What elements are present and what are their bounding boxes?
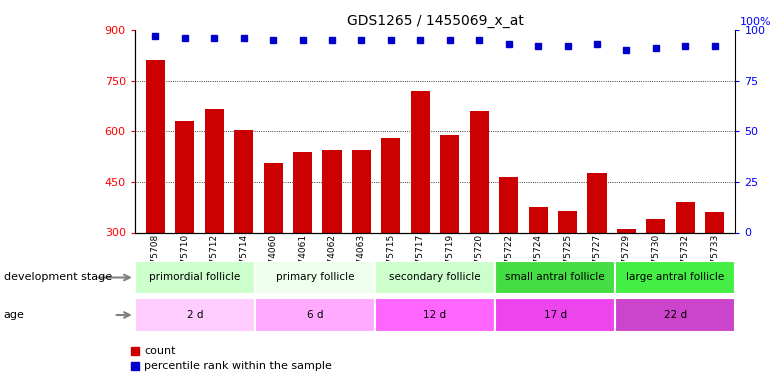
Bar bbox=[615, 298, 735, 332]
Bar bbox=[588, 173, 607, 232]
Bar bbox=[646, 219, 665, 232]
Bar bbox=[375, 298, 495, 332]
Bar bbox=[470, 111, 489, 232]
Bar bbox=[615, 261, 735, 294]
Bar bbox=[495, 298, 615, 332]
Text: primordial follicle: primordial follicle bbox=[149, 273, 240, 282]
Bar bbox=[558, 211, 577, 232]
Bar bbox=[440, 135, 460, 232]
Bar bbox=[146, 60, 165, 232]
Bar bbox=[135, 298, 255, 332]
Text: age: age bbox=[4, 310, 25, 320]
Bar bbox=[352, 150, 371, 232]
Bar bbox=[255, 298, 375, 332]
Bar bbox=[617, 229, 636, 232]
Bar bbox=[205, 110, 224, 232]
Text: 22 d: 22 d bbox=[664, 310, 687, 320]
Bar bbox=[381, 138, 400, 232]
Title: GDS1265 / 1455069_x_at: GDS1265 / 1455069_x_at bbox=[346, 13, 524, 28]
Bar bbox=[375, 261, 495, 294]
Text: 6 d: 6 d bbox=[306, 310, 323, 320]
Text: 100%: 100% bbox=[739, 17, 770, 27]
Bar bbox=[676, 202, 695, 232]
Text: percentile rank within the sample: percentile rank within the sample bbox=[145, 361, 332, 371]
Bar bbox=[410, 91, 430, 232]
Bar bbox=[528, 207, 547, 232]
Text: development stage: development stage bbox=[4, 273, 112, 282]
Bar bbox=[263, 164, 283, 232]
Bar bbox=[234, 130, 253, 232]
Text: small antral follicle: small antral follicle bbox=[505, 273, 605, 282]
Bar bbox=[323, 150, 342, 232]
Bar bbox=[135, 261, 255, 294]
Text: 12 d: 12 d bbox=[424, 310, 447, 320]
Text: 2 d: 2 d bbox=[186, 310, 203, 320]
Bar bbox=[255, 261, 375, 294]
Text: large antral follicle: large antral follicle bbox=[626, 273, 725, 282]
Text: primary follicle: primary follicle bbox=[276, 273, 354, 282]
Bar bbox=[499, 177, 518, 232]
Bar bbox=[293, 152, 312, 232]
Bar bbox=[705, 212, 725, 232]
Bar bbox=[176, 121, 194, 232]
Text: secondary follicle: secondary follicle bbox=[390, 273, 480, 282]
Text: 17 d: 17 d bbox=[544, 310, 567, 320]
Bar bbox=[495, 261, 615, 294]
Text: count: count bbox=[145, 346, 176, 356]
